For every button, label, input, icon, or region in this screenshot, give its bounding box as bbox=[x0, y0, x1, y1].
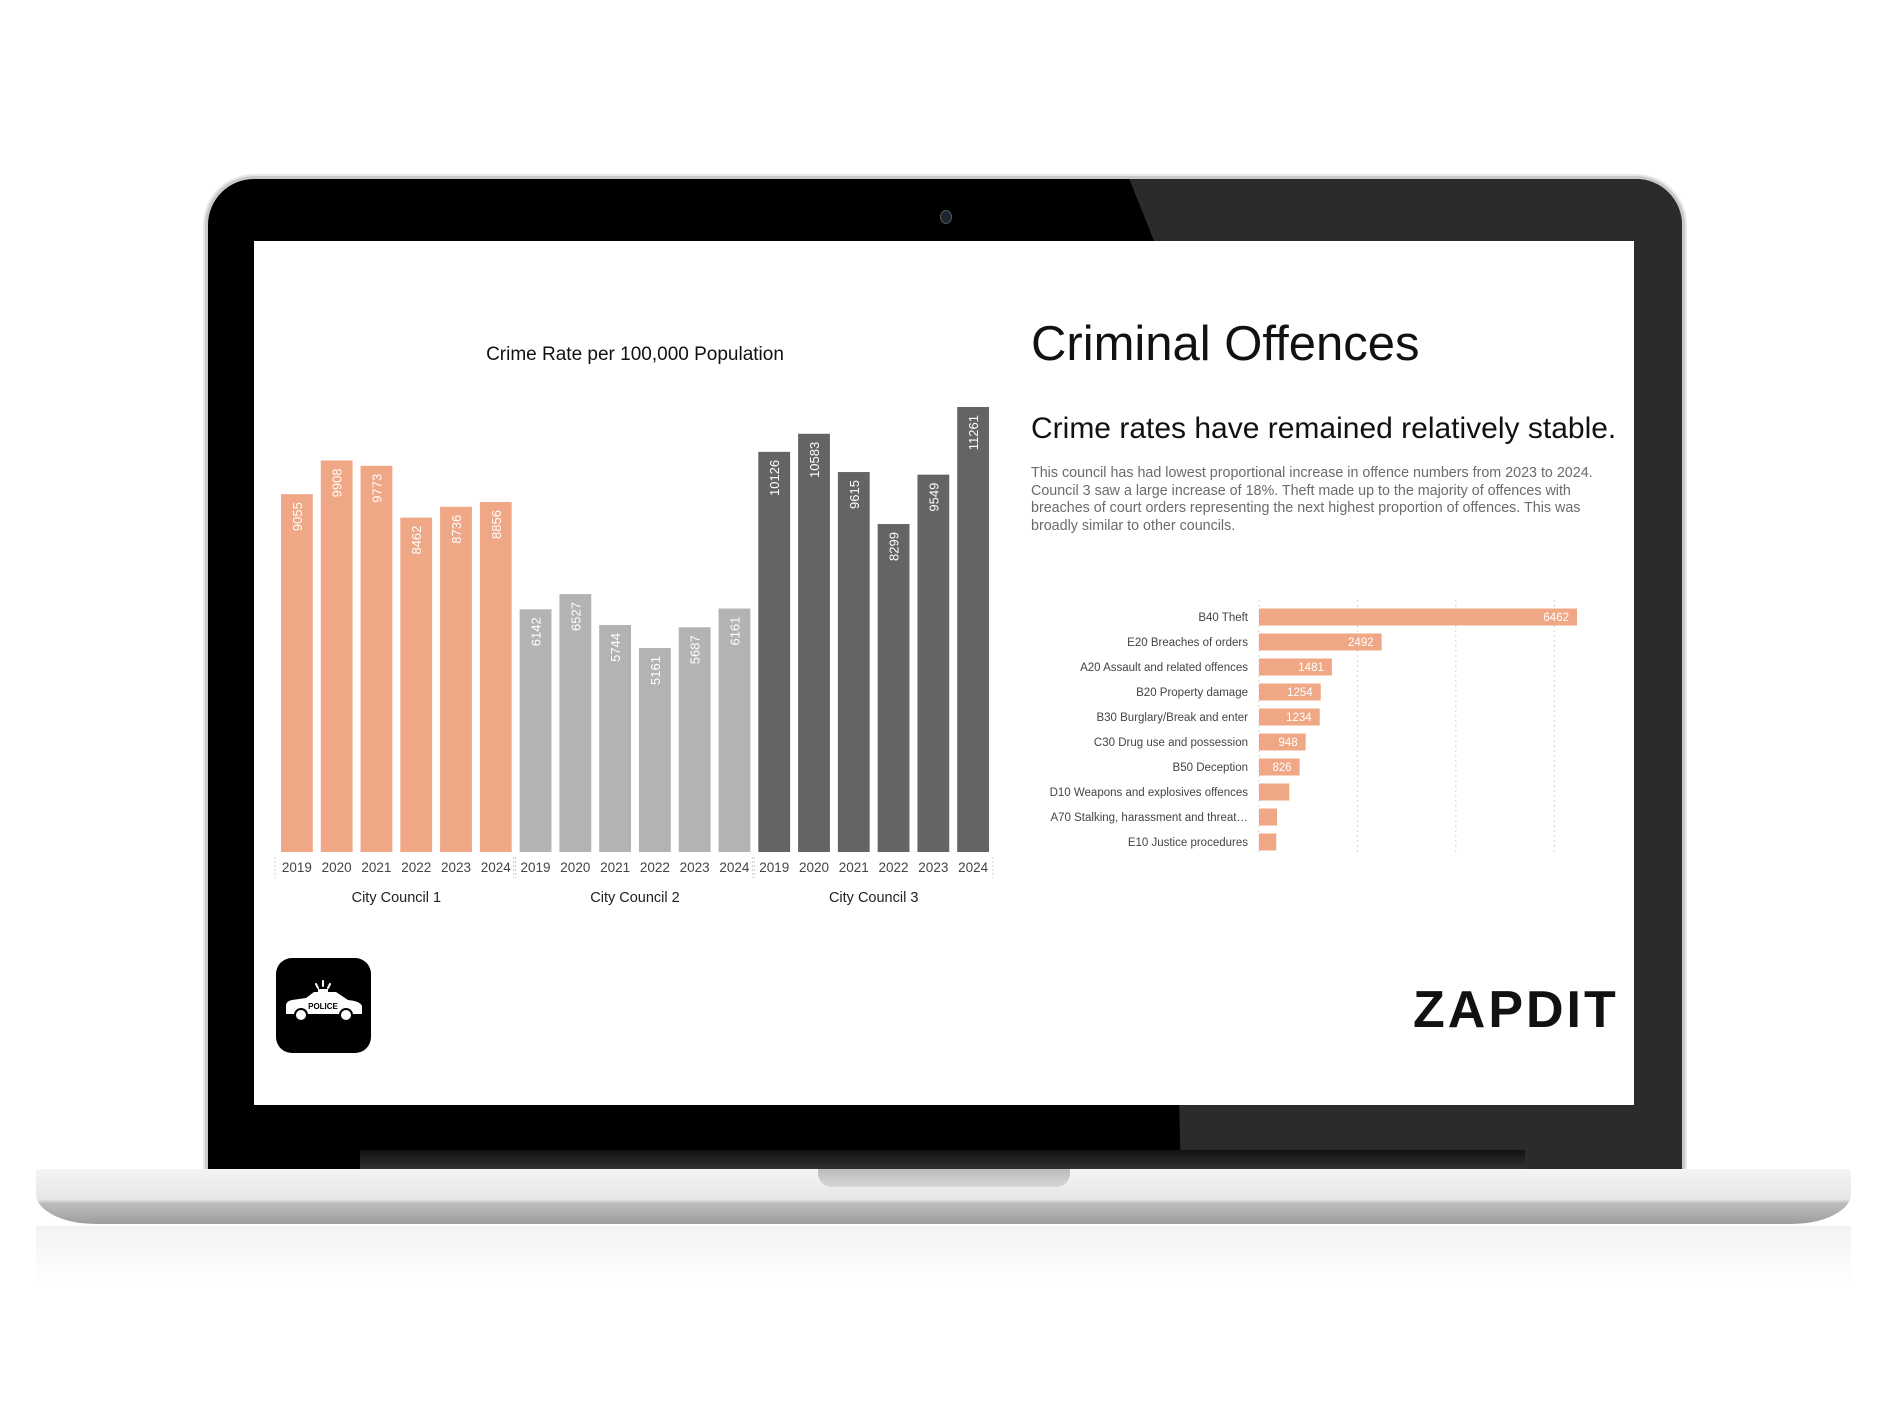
bar bbox=[758, 451, 791, 852]
bar bbox=[798, 433, 830, 852]
group-label: City Council 2 bbox=[590, 890, 679, 906]
bar-value-label: 8299 bbox=[887, 532, 902, 561]
bar-value-label: 11261 bbox=[966, 415, 981, 450]
page-subtitle: Crime rates have remained relatively sta… bbox=[1031, 412, 1617, 445]
offence-value-label: 1254 bbox=[1287, 687, 1313, 699]
bar bbox=[638, 648, 671, 852]
bar-value-label: 5744 bbox=[608, 633, 623, 662]
bar-value-label: 8462 bbox=[409, 526, 424, 555]
year-tick-label: 2019 bbox=[521, 860, 551, 875]
bar-value-label: 10583 bbox=[807, 442, 822, 478]
year-tick-label: 2024 bbox=[958, 860, 989, 875]
bar bbox=[280, 494, 313, 852]
year-tick-label: 2023 bbox=[918, 860, 948, 875]
bar-value-label: 6142 bbox=[529, 617, 544, 646]
year-tick-label: 2023 bbox=[680, 860, 710, 875]
year-tick-label: 2020 bbox=[560, 860, 590, 875]
bar bbox=[400, 517, 433, 852]
bar bbox=[440, 506, 472, 852]
bar-value-label: 9773 bbox=[369, 474, 384, 503]
offence-label: B20 Property damage bbox=[1136, 687, 1248, 699]
offence-label: A70 Stalking, harassment and threat… bbox=[1050, 812, 1248, 824]
bar bbox=[957, 407, 990, 852]
offence-value-label: 826 bbox=[1272, 762, 1291, 774]
page-title: Criminal Offences bbox=[1031, 317, 1420, 371]
year-tick-label: 2022 bbox=[640, 860, 670, 875]
offence-value-label: 948 bbox=[1278, 737, 1297, 749]
zapdit-logo: ZAPDIT bbox=[1413, 981, 1619, 1039]
laptop-notch bbox=[818, 1169, 1070, 1187]
bar-value-label: 9055 bbox=[290, 502, 305, 531]
offence-bar bbox=[1259, 808, 1278, 826]
bar bbox=[320, 460, 353, 852]
bar-value-label: 8856 bbox=[489, 510, 504, 539]
year-tick-label: 2019 bbox=[759, 860, 789, 875]
offence-bar bbox=[1259, 833, 1277, 851]
offence-value-label: 2492 bbox=[1348, 637, 1374, 649]
summary-paragraph: This council has had lowest proportional… bbox=[1031, 465, 1593, 534]
year-tick-label: 2024 bbox=[481, 860, 512, 875]
offence-bar bbox=[1259, 758, 1300, 776]
offence-label: B50 Deception bbox=[1173, 762, 1248, 774]
camera-icon bbox=[940, 210, 952, 224]
offence-label: C30 Drug use and possession bbox=[1094, 737, 1248, 749]
offence-bar bbox=[1259, 783, 1290, 801]
offence-label: A20 Assault and related offences bbox=[1080, 662, 1248, 674]
offence-bar bbox=[1259, 658, 1332, 676]
bar bbox=[479, 502, 512, 852]
year-tick-label: 2024 bbox=[719, 860, 750, 875]
year-tick-label: 2020 bbox=[322, 860, 352, 875]
bar bbox=[519, 609, 552, 852]
group-label: City Council 3 bbox=[829, 890, 918, 906]
bar bbox=[877, 524, 910, 852]
police-icon-text: POLICE bbox=[308, 1002, 338, 1011]
chart-title: Crime Rate per 100,000 Population bbox=[486, 344, 784, 365]
bar-value-label: 9549 bbox=[926, 483, 941, 512]
bar bbox=[718, 608, 751, 852]
offence-value-label: 6462 bbox=[1543, 612, 1569, 624]
year-tick-label: 2019 bbox=[282, 860, 312, 875]
offence-bar bbox=[1259, 608, 1577, 626]
year-tick-label: 2022 bbox=[401, 860, 431, 875]
offence-bar bbox=[1259, 683, 1321, 701]
bar-value-label: 9908 bbox=[330, 468, 345, 497]
bar-value-label: 6527 bbox=[568, 602, 583, 631]
offence-bar bbox=[1259, 633, 1382, 651]
year-tick-label: 2020 bbox=[799, 860, 829, 875]
offence-label: B40 Theft bbox=[1198, 612, 1248, 624]
bar bbox=[837, 472, 870, 852]
laptop-hinge bbox=[360, 1150, 1525, 1170]
bar bbox=[678, 627, 711, 852]
bar bbox=[559, 594, 592, 852]
offence-value-label: 1481 bbox=[1298, 662, 1324, 674]
bar-value-label: 5161 bbox=[648, 656, 663, 685]
year-tick-label: 2023 bbox=[441, 860, 471, 875]
offence-label: B30 Burglary/Break and enter bbox=[1096, 712, 1248, 724]
bar bbox=[917, 474, 950, 852]
year-tick-label: 2021 bbox=[600, 860, 630, 875]
bar bbox=[599, 625, 632, 852]
bar-value-label: 6161 bbox=[727, 617, 742, 646]
bar-value-label: 8736 bbox=[449, 515, 464, 544]
offence-label: D10 Weapons and explosives offences bbox=[1050, 787, 1249, 799]
bar-value-label: 5687 bbox=[688, 635, 703, 664]
offence-label: E20 Breaches of orders bbox=[1127, 637, 1248, 649]
police-car-icon: POLICE bbox=[276, 958, 371, 1053]
offence-bar bbox=[1259, 708, 1320, 726]
offence-bar bbox=[1259, 733, 1306, 751]
laptop-reflection bbox=[36, 1226, 1851, 1286]
bar bbox=[360, 465, 393, 852]
year-tick-label: 2021 bbox=[839, 860, 869, 875]
year-tick-label: 2021 bbox=[361, 860, 391, 875]
bar-value-label: 9615 bbox=[847, 480, 862, 509]
year-tick-label: 2022 bbox=[879, 860, 909, 875]
group-label: City Council 1 bbox=[352, 890, 441, 906]
offence-value-label: 1234 bbox=[1286, 712, 1312, 724]
offence-label: E10 Justice procedures bbox=[1128, 837, 1248, 849]
bar-value-label: 10126 bbox=[767, 460, 782, 496]
